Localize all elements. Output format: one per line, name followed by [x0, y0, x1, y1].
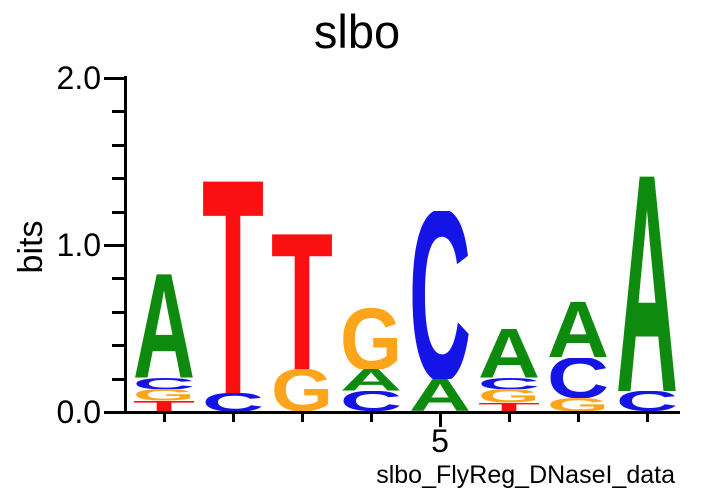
- x-axis-line: [124, 411, 680, 414]
- svg-text:A: A: [547, 302, 609, 357]
- logo-letter-A: A: [133, 274, 195, 378]
- logo-letter-A: A: [616, 176, 678, 391]
- logo-letter-C: C: [547, 358, 609, 398]
- logo-letter-G: G: [547, 398, 609, 411]
- logo-letter-C: C: [616, 391, 678, 411]
- logo-letter-G: G: [271, 369, 333, 411]
- x-minor-tick-3: [301, 414, 304, 422]
- svg-text:G: G: [547, 398, 609, 411]
- logo-letter-C: C: [202, 393, 264, 411]
- logo-letter-T: T: [133, 401, 195, 411]
- svg-text:C: C: [547, 358, 609, 398]
- x-minor-tick-6: [508, 414, 511, 422]
- svg-text:A: A: [478, 329, 540, 377]
- y-major-tick-1: [104, 244, 125, 247]
- svg-text:T: T: [271, 234, 333, 369]
- logo-letter-T: T: [271, 234, 333, 369]
- svg-text:T: T: [133, 401, 195, 411]
- x-minor-tick-4: [370, 414, 373, 422]
- y-axis-line: [124, 76, 127, 414]
- svg-text:T: T: [202, 181, 264, 393]
- x-minor-tick-1: [163, 414, 166, 422]
- x-axis-label: slbo_FlyReg_DNaseI_data: [376, 461, 675, 489]
- y-major-tick-2: [104, 77, 125, 80]
- svg-text:C: C: [616, 391, 678, 411]
- x-minor-tick-8: [646, 414, 649, 422]
- y-minor-tick-0.6: [112, 311, 125, 314]
- logo-letter-T: T: [478, 403, 540, 411]
- svg-text:G: G: [478, 389, 540, 402]
- logo-letter-G: G: [340, 308, 402, 370]
- x-minor-tick-2: [232, 414, 235, 422]
- logo-letter-G: G: [478, 389, 540, 402]
- y-tick-label-0.0: 0.0: [56, 394, 101, 430]
- svg-text:C: C: [202, 393, 264, 411]
- svg-text:C: C: [133, 378, 195, 390]
- y-minor-tick-0.2: [112, 378, 125, 381]
- svg-text:A: A: [409, 379, 471, 411]
- logo-letter-C: C: [478, 378, 540, 390]
- y-minor-tick-1.4: [112, 177, 125, 180]
- y-minor-tick-1.6: [112, 144, 125, 147]
- logo-letter-A: A: [409, 379, 471, 411]
- x-minor-tick-7: [577, 414, 580, 422]
- logo-letter-T: T: [202, 181, 264, 393]
- svg-text:T: T: [478, 403, 540, 411]
- logo-letter-C: C: [409, 211, 471, 380]
- y-minor-tick-0.4: [112, 344, 125, 347]
- y-minor-tick-0.8: [112, 277, 125, 280]
- x-major-tick-5: [439, 414, 442, 427]
- logo-letter-A: A: [547, 302, 609, 357]
- chart-title: slbo: [313, 5, 401, 58]
- logo-letter-G: G: [133, 389, 195, 401]
- y-minor-tick-1.2: [112, 211, 125, 214]
- svg-text:C: C: [409, 211, 471, 380]
- logo-letter-C: C: [133, 378, 195, 390]
- svg-text:A: A: [616, 176, 678, 391]
- y-tick-label-1.0: 1.0: [56, 227, 101, 263]
- x-tick-label-5: 5: [431, 423, 449, 459]
- svg-text:A: A: [340, 369, 402, 391]
- svg-text:C: C: [478, 378, 540, 390]
- y-minor-tick-1.8: [112, 110, 125, 113]
- svg-text:G: G: [340, 308, 402, 370]
- svg-text:A: A: [133, 274, 195, 378]
- logo-letter-A: A: [478, 329, 540, 377]
- logo-letter-A: A: [340, 369, 402, 391]
- y-tick-label-2.0: 2.0: [56, 60, 101, 96]
- logo-letter-C: C: [340, 391, 402, 411]
- svg-text:G: G: [133, 389, 195, 401]
- y-major-tick-0: [104, 411, 125, 414]
- svg-text:G: G: [271, 369, 333, 411]
- svg-text:C: C: [340, 391, 402, 411]
